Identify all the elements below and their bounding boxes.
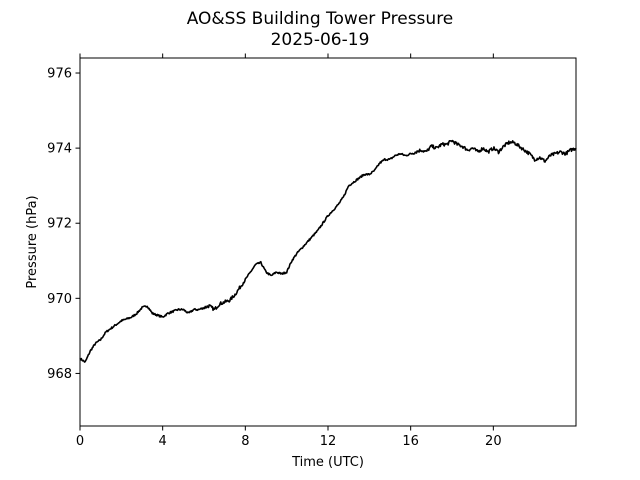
x-axis-label: Time (UTC) [291, 455, 364, 470]
x-tick-label: 4 [159, 434, 167, 449]
y-tick-label: 970 [47, 292, 72, 307]
x-tick-label: 20 [485, 434, 502, 449]
x-tick-label: 8 [241, 434, 249, 449]
y-tick-label: 976 [47, 67, 72, 82]
series-line-pressure [79, 139, 577, 363]
chart-subtitle: 2025-06-19 [271, 30, 370, 50]
y-tick-label: 968 [47, 367, 72, 382]
y-axis-ticks: 968 970 972 974 976 [47, 67, 80, 382]
x-tick-label: 12 [320, 434, 337, 449]
x-tick-label: 0 [76, 434, 84, 449]
x-axis-ticks: 0 4 8 12 16 20 [76, 53, 502, 449]
plot-area: 0 4 8 12 16 20 968 970 972 974 976 [47, 53, 577, 449]
y-tick-label: 972 [47, 217, 72, 232]
y-tick-label: 974 [47, 142, 72, 157]
x-tick-label: 16 [402, 434, 419, 449]
chart-title: AO&SS Building Tower Pressure [187, 9, 454, 29]
y-axis-label: Pressure (hPa) [25, 195, 40, 288]
